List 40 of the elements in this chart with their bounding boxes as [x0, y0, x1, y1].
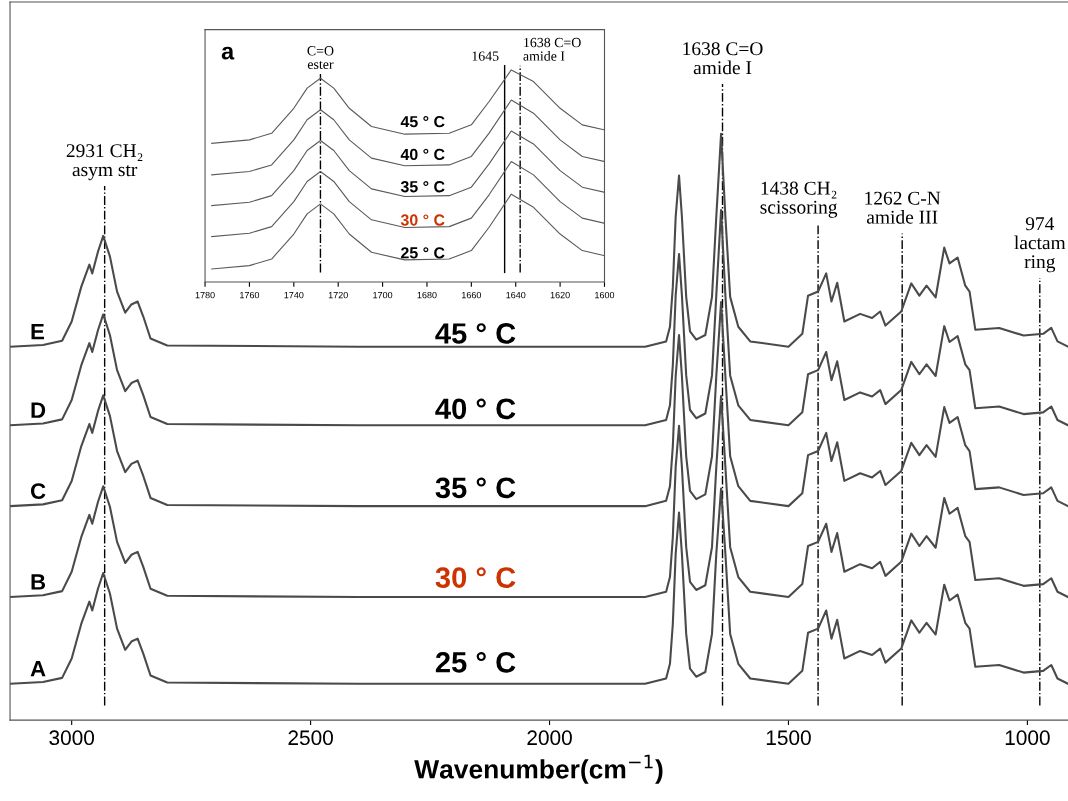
annotation: 30 ° C	[400, 214, 445, 226]
series-label: E	[31, 324, 44, 340]
x-tick-label: 1740	[284, 291, 304, 299]
x-tick-label: 1620	[550, 291, 570, 299]
x-tick-label: 1600	[595, 291, 615, 299]
ref-line-label: 974 lactam ring	[1014, 217, 1066, 273]
x-tick-label: 1700	[373, 291, 393, 299]
x-tick-label: 1680	[417, 291, 437, 299]
x-tick-label: 3000	[49, 730, 95, 746]
ref-line-label: 1645	[472, 51, 499, 61]
ref-line-label: 1262 C-N amide III	[865, 191, 941, 224]
series-label: D	[31, 402, 46, 418]
x-axis-title: Wavenumber(cm$^{−1}$)	[414, 754, 663, 784]
series-label: A	[30, 661, 46, 677]
x-tick-label: 1760	[240, 291, 260, 299]
x-tick-label: 1780	[195, 291, 215, 299]
ref-line-label: 1638 C=O amide I	[523, 37, 581, 61]
x-tick-label: 1640	[506, 291, 526, 299]
x-tick-label: 1000	[1005, 730, 1050, 746]
annotation: 25 ° C	[401, 247, 445, 259]
x-tick-label: 1720	[328, 291, 348, 299]
annotation: 40 ° C	[400, 148, 445, 161]
annotation: 25 ° C	[435, 651, 516, 673]
ref-line-label: C=O ester	[307, 46, 334, 70]
x-tick-label: 2500	[288, 730, 333, 746]
series-label: C	[30, 483, 46, 499]
x-tick-label: 2000	[527, 730, 572, 746]
series-label: B	[31, 574, 46, 590]
annotation: 30 ° C	[435, 567, 516, 588]
ref-line-label: 1438 CH₂ scissoring	[760, 181, 838, 218]
ref-line-label: 2931 CH₂ asym str	[66, 144, 143, 181]
ref-line-label: 1638 C=O amide I	[683, 42, 763, 75]
text: a	[221, 46, 235, 60]
x-tick-label: 1660	[461, 291, 482, 299]
annotation: 35 ° C	[435, 477, 516, 499]
annotation: 40 ° C	[435, 398, 516, 420]
annotation: 45 ° C	[400, 115, 445, 128]
annotation: 35 ° C	[400, 181, 445, 193]
x-tick-label: 1500	[766, 730, 811, 746]
annotation: 45 ° C	[435, 323, 516, 344]
